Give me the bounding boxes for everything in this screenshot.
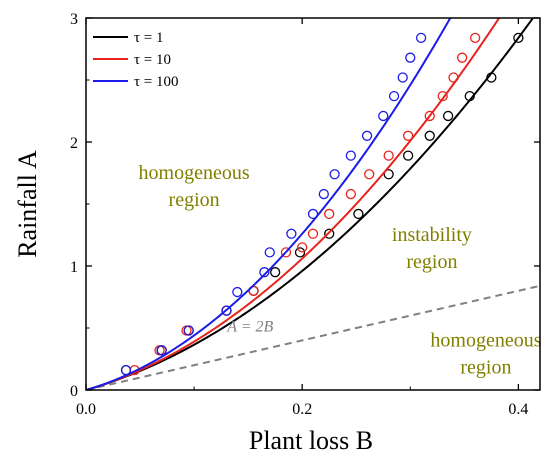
legend-label-2: τ = 10 <box>134 52 171 68</box>
series-2-point <box>402 130 414 141</box>
series-2-point <box>297 242 308 253</box>
x-tick-label: 0.4 <box>508 401 528 418</box>
series-3-point <box>318 188 329 200</box>
x-tick-label: 0.2 <box>292 401 312 418</box>
region-annotation-1: homogeneous region <box>139 162 250 211</box>
legend: τ = 1 τ = 10 τ = 100 <box>93 30 179 90</box>
series-2-point <box>324 208 335 220</box>
reference-line-label: A = 2B <box>226 319 273 336</box>
x-axis-title: Plant loss B <box>249 426 373 455</box>
series-3-point <box>286 228 297 239</box>
series-3-point <box>259 267 270 278</box>
y-tick-label: 1 <box>70 259 78 276</box>
reference-line <box>86 284 540 390</box>
series-2-point <box>469 32 481 43</box>
series-3-point <box>264 247 275 258</box>
series-2-point <box>448 72 459 83</box>
region-annotation-line: region <box>406 251 457 273</box>
series-3-point <box>221 305 232 316</box>
series-3-point <box>388 90 400 102</box>
series-1-point <box>513 32 524 43</box>
series-2-point <box>345 188 356 200</box>
series-3-point <box>120 365 132 376</box>
series-1-point <box>424 130 435 141</box>
series-2-point <box>424 110 435 122</box>
series-2-point <box>181 325 192 336</box>
series-1-point <box>486 72 497 83</box>
series-3-point <box>415 32 427 43</box>
series-1-point <box>353 208 364 220</box>
series-3-point <box>156 345 167 356</box>
series-3-point <box>183 325 194 336</box>
series-1-point <box>442 110 454 122</box>
y-axis-title: Rainfall A <box>13 150 42 258</box>
region-annotation-2: instability region <box>392 224 472 273</box>
series-2-point <box>457 52 468 63</box>
y-tick-label: 3 <box>70 11 78 28</box>
series-3-curve <box>86 18 452 390</box>
series-1-point <box>464 90 475 102</box>
series-1-point <box>402 150 414 161</box>
series-2-point <box>307 228 319 239</box>
legend-label-3: τ = 100 <box>134 74 179 90</box>
series-3-point <box>405 52 416 63</box>
y-tick-label: 2 <box>70 135 78 152</box>
x-tick-label: 0.0 <box>76 401 96 418</box>
series-2-point <box>364 169 375 180</box>
series-2-curve <box>86 18 501 390</box>
region-annotation-line: instability <box>392 224 472 246</box>
region-annotation-3: homogeneous region <box>430 330 541 379</box>
region-annotation-line: region <box>460 357 511 379</box>
series-2-point <box>280 247 292 258</box>
series-1-point <box>324 228 335 239</box>
series-1-point <box>270 267 281 278</box>
series-1-point <box>383 169 394 180</box>
series-3-point <box>307 208 319 220</box>
series-3-point <box>345 150 356 161</box>
series-3-point <box>378 110 389 122</box>
series-1-point <box>294 247 306 258</box>
series-2-point <box>383 150 394 161</box>
legend-label-1: τ = 1 <box>134 30 164 46</box>
series-3-point <box>329 169 340 180</box>
series-3-point <box>361 130 373 141</box>
series-3-point <box>232 286 243 298</box>
plot-area <box>86 18 540 390</box>
axes: 0.0 0.2 0.4 0 1 2 3 <box>70 11 541 418</box>
series-2-point <box>437 90 448 102</box>
series-3-point <box>397 72 408 83</box>
region-annotation-line: homogeneous <box>139 162 250 184</box>
region-annotation-line: region <box>169 189 220 211</box>
y-tick-label: 0 <box>70 383 78 400</box>
series-1-curve <box>86 18 535 390</box>
region-annotation-line: homogeneous <box>430 330 541 352</box>
series-2-point <box>154 345 165 356</box>
